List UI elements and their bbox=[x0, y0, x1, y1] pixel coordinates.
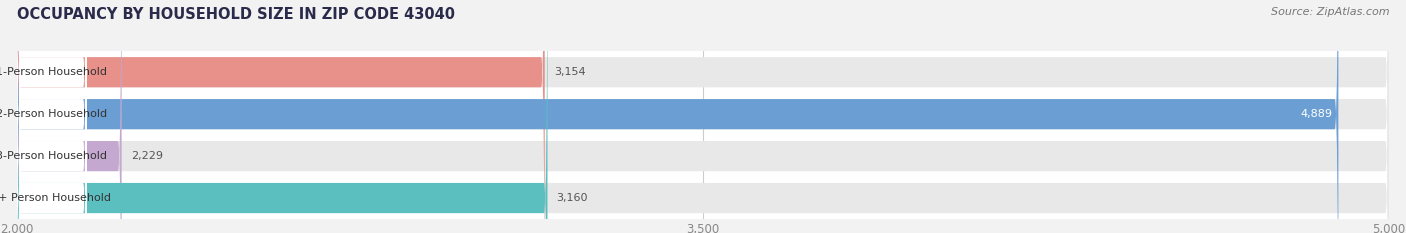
FancyBboxPatch shape bbox=[17, 0, 544, 233]
Text: 2,229: 2,229 bbox=[131, 151, 163, 161]
FancyBboxPatch shape bbox=[15, 0, 87, 233]
Text: 1-Person Household: 1-Person Household bbox=[0, 67, 107, 77]
FancyBboxPatch shape bbox=[17, 0, 122, 233]
Text: 4,889: 4,889 bbox=[1301, 109, 1333, 119]
Text: 3-Person Household: 3-Person Household bbox=[0, 151, 107, 161]
FancyBboxPatch shape bbox=[17, 0, 1339, 233]
FancyBboxPatch shape bbox=[17, 0, 1389, 233]
Text: 2-Person Household: 2-Person Household bbox=[0, 109, 107, 119]
FancyBboxPatch shape bbox=[17, 0, 1389, 233]
Text: Source: ZipAtlas.com: Source: ZipAtlas.com bbox=[1271, 7, 1389, 17]
Text: OCCUPANCY BY HOUSEHOLD SIZE IN ZIP CODE 43040: OCCUPANCY BY HOUSEHOLD SIZE IN ZIP CODE … bbox=[17, 7, 456, 22]
Text: 3,154: 3,154 bbox=[554, 67, 585, 77]
Text: 3,160: 3,160 bbox=[557, 193, 588, 203]
FancyBboxPatch shape bbox=[15, 0, 87, 233]
FancyBboxPatch shape bbox=[15, 0, 87, 233]
Text: 4+ Person Household: 4+ Person Household bbox=[0, 193, 111, 203]
FancyBboxPatch shape bbox=[17, 0, 1389, 233]
FancyBboxPatch shape bbox=[17, 0, 1389, 233]
FancyBboxPatch shape bbox=[15, 0, 87, 233]
FancyBboxPatch shape bbox=[17, 0, 547, 233]
